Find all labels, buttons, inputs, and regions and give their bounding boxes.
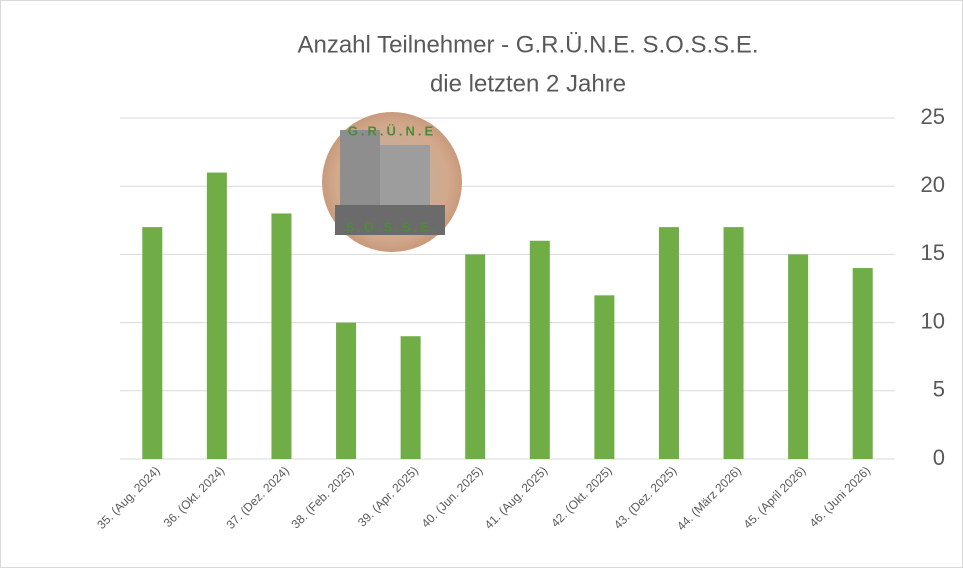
y-tick-label: 5: [933, 377, 945, 402]
chart-subtitle: die letzten 2 Jahre: [430, 70, 626, 97]
logo: G.R.Ü.N.E S.O.S.S.E.: [322, 112, 462, 252]
bar: [206, 172, 227, 459]
logo-building: [340, 130, 380, 210]
bar: [594, 295, 615, 459]
logo-text: G.R.Ü.N.E: [348, 123, 436, 138]
bar: [465, 254, 486, 459]
chart-title: Anzahl Teilnehmer - G.R.Ü.N.E. S.O.S.S.E…: [297, 31, 758, 58]
bar: [336, 322, 357, 459]
bar: [142, 227, 163, 459]
logo-desk: [335, 205, 445, 235]
bar: [529, 240, 550, 459]
bar: [852, 268, 873, 459]
y-tick-label: 0: [933, 445, 945, 470]
y-tick-label: 10: [921, 308, 945, 333]
y-tick-label: 25: [921, 104, 945, 129]
bar: [271, 213, 292, 459]
logo-building: [380, 145, 430, 210]
logo-text: S.O.S.S.E.: [346, 219, 439, 234]
bar: [400, 336, 421, 459]
y-tick-label: 20: [921, 172, 945, 197]
bar: [723, 227, 744, 459]
bar: [788, 254, 809, 459]
bar: [658, 227, 679, 459]
y-tick-label: 15: [921, 240, 945, 265]
